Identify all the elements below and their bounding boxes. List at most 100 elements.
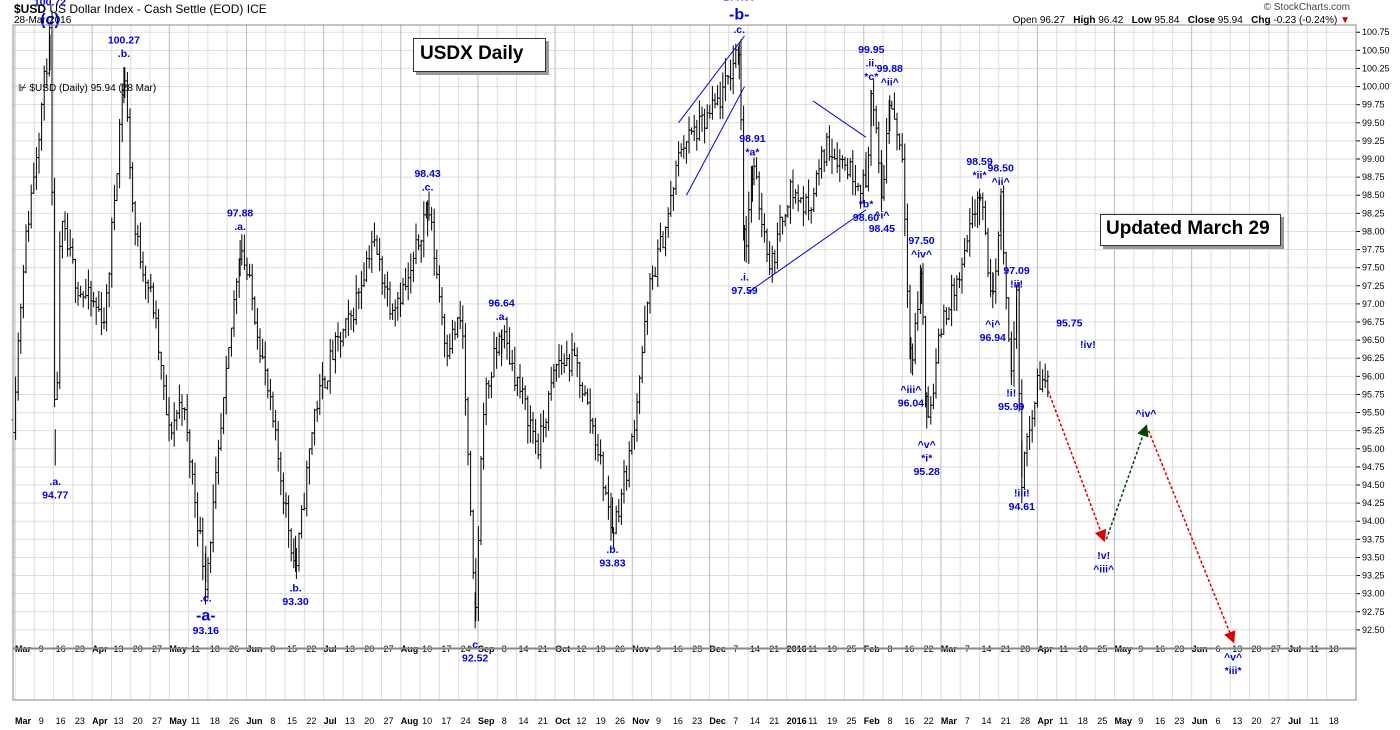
- wave-label: 98.60: [853, 212, 879, 224]
- wave-label: ^ii^: [992, 176, 1010, 188]
- series-legend: ⊮ $USD (Daily) 95.94 (28 Mar): [18, 83, 156, 94]
- x-tick-label: 11: [1310, 716, 1319, 726]
- wave-label: 95.28: [914, 466, 940, 478]
- y-tick-label: 95.00: [1362, 444, 1385, 454]
- wave-label: ^iii^: [900, 384, 921, 396]
- wave-label: 94.61: [1009, 501, 1035, 513]
- x-tick-label: 18: [210, 716, 220, 726]
- chg-value: -0.23 (-0.24%): [1273, 15, 1338, 26]
- y-tick-label: 97.50: [1362, 263, 1385, 273]
- wave-label: .b.: [118, 48, 130, 60]
- wave-label: *a*: [745, 147, 760, 159]
- wedge-line-upper: [678, 35, 745, 124]
- y-tick-label: 98.50: [1362, 190, 1385, 200]
- price-bars: [11, 10, 1050, 629]
- wave-label: !iv!: [1080, 339, 1096, 351]
- lower-panel-border: [12, 648, 1357, 701]
- y-tick-label: 99.75: [1362, 100, 1385, 110]
- wave-label: 98.50: [988, 163, 1014, 175]
- x-tick-label: 7: [733, 716, 738, 726]
- high-value: 96.42: [1098, 15, 1124, 26]
- x-tick-label: 20: [133, 716, 143, 726]
- x-tick-label: 14: [981, 716, 991, 726]
- wave-label: -b-: [729, 7, 749, 24]
- wave-label: 93.83: [599, 558, 625, 570]
- y-tick-label: 94.50: [1362, 480, 1385, 490]
- x-tick-label: Sep: [478, 716, 495, 726]
- y-tick-label: 93.00: [1362, 589, 1385, 599]
- wave-label: *c*: [864, 71, 879, 83]
- x-tick-label: 27: [152, 716, 162, 726]
- projection-arrow: [1047, 390, 1107, 543]
- wave-label: .ii.: [865, 58, 877, 70]
- x-tick-label: 23: [75, 716, 85, 726]
- y-tick-label: 94.25: [1362, 498, 1385, 508]
- projection-arrows: [1047, 390, 1236, 644]
- x-tick-label: 16: [56, 716, 66, 726]
- low-label: Low: [1131, 15, 1152, 26]
- x-tick-label: 16: [904, 716, 914, 726]
- x-tick-label: 8: [270, 716, 275, 726]
- x-tick-label: 22: [924, 716, 934, 726]
- wave-label: 99.95: [858, 44, 884, 56]
- y-tick-label: 99.25: [1362, 136, 1385, 146]
- x-tick-label: 9: [1138, 716, 1143, 726]
- x-tick-label: 19: [827, 716, 837, 726]
- chart-header-title: $USD US Dollar Index - Cash Settle (EOD)…: [14, 2, 267, 16]
- x-tick-label: May: [169, 716, 187, 726]
- wave-label: .a.: [234, 221, 246, 233]
- x-tick-label: Apr: [1037, 716, 1053, 726]
- x-tick-label: 26: [615, 716, 625, 726]
- x-tick-label: 11: [191, 716, 200, 726]
- close-value: 95.94: [1217, 15, 1243, 26]
- wave-label: 93.30: [282, 596, 308, 608]
- wave-label: 98.43: [414, 168, 440, 180]
- wave-label: ^v^: [918, 439, 936, 451]
- x-tick-label: Nov: [632, 716, 649, 726]
- wave-label: .i.: [740, 272, 749, 284]
- y-tick-label: 98.25: [1362, 208, 1385, 218]
- x-tick-label: 9: [39, 716, 44, 726]
- plot-background: [13, 25, 1356, 648]
- triangle-line-lower: [746, 209, 867, 294]
- x-tick-label: 20: [1252, 716, 1262, 726]
- x-tick-label: 2016: [787, 716, 807, 726]
- x-tick-label: Feb: [864, 716, 881, 726]
- x-tick-label: 10: [422, 716, 432, 726]
- y-tick-label: 94.75: [1362, 462, 1385, 472]
- x-tick-label: 17: [441, 716, 451, 726]
- x-tick-label: 27: [383, 716, 393, 726]
- wave-label: *i*: [921, 453, 933, 465]
- y-tick-label: 100.25: [1362, 63, 1390, 73]
- low-value: 95.84: [1154, 15, 1180, 26]
- x-tick-label: 15: [287, 716, 297, 726]
- x-tick-label: Jul: [324, 716, 337, 726]
- wave-label: -a-: [196, 608, 216, 625]
- x-tick-label: 11: [808, 716, 817, 726]
- wave-label: .a.: [49, 476, 61, 488]
- x-axis: Mar 9 16 23 Apr 13 20 27 May 11 18 26 Jun 8 15 22 Jul 13 2…: [15, 644, 1339, 726]
- projection-arrow: [1147, 430, 1236, 644]
- wave-label: 96.04: [898, 397, 924, 409]
- y-tick-label: 92.75: [1362, 607, 1385, 617]
- x-tick-label: 24: [461, 716, 471, 726]
- y-tick-label: 97.75: [1362, 245, 1385, 255]
- wave-label: 100.72: [34, 0, 66, 8]
- x-tick-label: 18: [1078, 716, 1088, 726]
- wave-label: *ii*: [973, 170, 988, 182]
- y-axis: 92.50 92.75 93.00 93.25 93.50 93.75 94.00 94.25…: [1356, 27, 1390, 635]
- wave-label: 95.99: [998, 401, 1024, 413]
- x-tick-label: Jun: [1192, 716, 1208, 726]
- x-tick-label: 21: [538, 716, 548, 726]
- x-tick-label: 25: [846, 716, 856, 726]
- x-tick-label: 23: [1174, 716, 1184, 726]
- x-tick-label: 9: [656, 716, 661, 726]
- x-tick-label: Apr: [92, 716, 108, 726]
- y-tick-label: 93.25: [1362, 571, 1385, 581]
- wave-label: !i!: [1006, 388, 1016, 400]
- wave-label: ^i^: [985, 319, 1000, 331]
- wave-label: .c.: [422, 181, 434, 193]
- x-tick-label: Oct: [555, 716, 570, 726]
- y-tick-label: 97.00: [1362, 299, 1385, 309]
